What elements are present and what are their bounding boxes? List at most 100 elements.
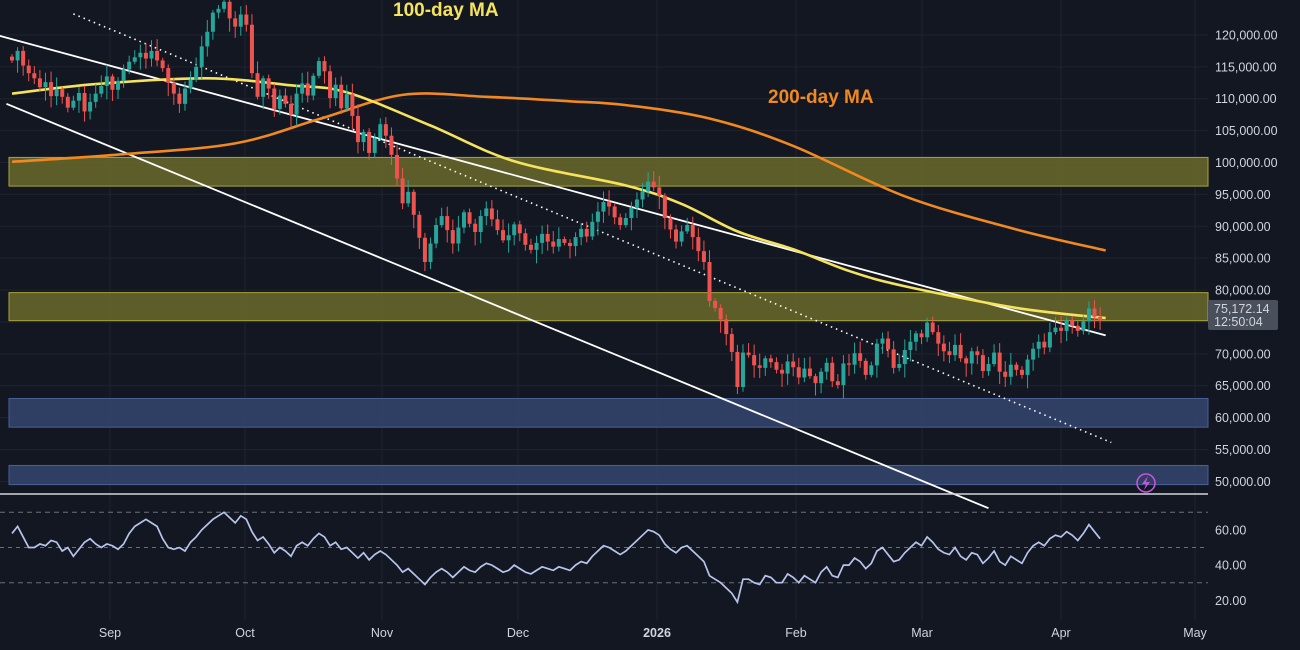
candle-body[interactable]: [82, 92, 87, 112]
candle-body[interactable]: [37, 78, 42, 88]
candle-body[interactable]: [802, 368, 807, 378]
candle-body[interactable]: [1092, 308, 1097, 317]
candle-body[interactable]: [54, 89, 59, 97]
candle-body[interactable]: [277, 95, 282, 109]
candle-body[interactable]: [629, 207, 634, 218]
candle-body[interactable]: [718, 307, 723, 320]
candle-body[interactable]: [93, 93, 98, 102]
candle-body[interactable]: [328, 71, 333, 99]
candle-body[interactable]: [127, 61, 132, 70]
candle-body[interactable]: [517, 224, 522, 234]
candle-body[interactable]: [32, 73, 37, 79]
candle-body[interactable]: [261, 78, 266, 97]
candle-body[interactable]: [1064, 320, 1069, 331]
time-axis-label[interactable]: Mar: [911, 626, 933, 640]
price-axis-label[interactable]: 120,000.00: [1215, 28, 1278, 42]
candle-body[interactable]: [701, 251, 706, 263]
candle-body[interactable]: [941, 343, 946, 352]
candle-body[interactable]: [99, 85, 104, 94]
candle-body[interactable]: [333, 84, 338, 99]
candle-body[interactable]: [690, 225, 695, 238]
candle-body[interactable]: [104, 76, 109, 86]
candle-body[interactable]: [1008, 364, 1013, 377]
candle-body[interactable]: [746, 352, 751, 356]
candle-body[interactable]: [1086, 308, 1091, 322]
price-axis-label[interactable]: 95,000.00: [1215, 188, 1271, 202]
candle-body[interactable]: [205, 31, 210, 47]
candle-body[interactable]: [545, 233, 550, 242]
candle-body[interactable]: [422, 237, 427, 263]
candle-body[interactable]: [350, 94, 355, 116]
candle-body[interactable]: [579, 228, 584, 238]
candle-body[interactable]: [266, 78, 271, 89]
price-tag[interactable]: 75,172.14 12:50:04: [1208, 300, 1278, 330]
candle-body[interactable]: [227, 1, 232, 19]
candle-body[interactable]: [953, 344, 958, 356]
candle-body[interactable]: [26, 65, 31, 74]
candle-body[interactable]: [383, 124, 388, 136]
time-axis-label[interactable]: 2026: [643, 626, 671, 640]
candle-body[interactable]: [166, 68, 171, 83]
price-axis-label[interactable]: 100,000.00: [1215, 156, 1278, 170]
candle-body[interactable]: [523, 233, 528, 245]
candle-body[interactable]: [233, 18, 238, 27]
candle-body[interactable]: [992, 352, 997, 365]
candle-body[interactable]: [540, 233, 545, 243]
candle-body[interactable]: [411, 191, 416, 215]
candle-body[interactable]: [724, 319, 729, 335]
candle-body[interactable]: [406, 191, 411, 204]
candle-body[interactable]: [796, 367, 801, 378]
candle-body[interactable]: [138, 52, 143, 58]
candle-body[interactable]: [389, 135, 394, 155]
price-axis-label[interactable]: 60,000.00: [1215, 411, 1271, 425]
candle-body[interactable]: [958, 344, 963, 359]
candle-body[interactable]: [512, 224, 517, 236]
candle-body[interactable]: [417, 214, 422, 238]
price-axis-label[interactable]: 115,000.00: [1215, 60, 1277, 74]
candle-body[interactable]: [729, 334, 734, 352]
candle-body[interactable]: [980, 355, 985, 372]
candle-body[interactable]: [528, 244, 533, 250]
candle-body[interactable]: [634, 199, 639, 208]
candle-body[interactable]: [434, 225, 439, 244]
candle-body[interactable]: [249, 24, 254, 74]
candle-body[interactable]: [863, 360, 868, 375]
candle-body[interactable]: [210, 12, 215, 32]
candle-body[interactable]: [76, 92, 81, 101]
candle-body[interactable]: [501, 230, 506, 241]
time-axis-label[interactable]: Feb: [785, 626, 807, 640]
price-axis[interactable]: 120,000.00 115,000.00 110,000.00 105,000.00…: [1215, 28, 1278, 488]
candle-body[interactable]: [143, 52, 148, 59]
candle-body[interactable]: [668, 217, 673, 230]
candle-body[interactable]: [573, 237, 578, 247]
candle-body[interactable]: [584, 228, 589, 237]
time-axis-label[interactable]: Apr: [1051, 626, 1070, 640]
candle-body[interactable]: [768, 358, 773, 363]
candle-body[interactable]: [908, 341, 913, 351]
candle-body[interactable]: [662, 195, 667, 218]
rsi-axis-label[interactable]: 60.00: [1215, 523, 1246, 537]
candle-body[interactable]: [294, 93, 299, 115]
candle-body[interactable]: [88, 101, 93, 112]
candle-body[interactable]: [450, 230, 455, 244]
price-axis-label[interactable]: 65,000.00: [1215, 379, 1271, 393]
candle-body[interactable]: [272, 88, 277, 109]
candle-body[interactable]: [378, 124, 383, 139]
price-axis-label[interactable]: 85,000.00: [1215, 252, 1271, 266]
candle-body[interactable]: [880, 338, 885, 344]
candle-body[interactable]: [43, 82, 48, 88]
candle-body[interactable]: [222, 1, 227, 9]
candle-body[interactable]: [891, 349, 896, 368]
candle-body[interactable]: [339, 84, 344, 109]
candle-body[interactable]: [445, 216, 450, 231]
time-axis-label[interactable]: Nov: [371, 626, 394, 640]
candle-body[interactable]: [311, 75, 316, 96]
candle-body[interactable]: [874, 343, 879, 366]
rsi-pane[interactable]: 60.00 40.00 20.00: [0, 511, 1246, 608]
candle-body[interactable]: [657, 187, 662, 196]
candle-body[interactable]: [785, 361, 790, 374]
candle-body[interactable]: [461, 212, 466, 228]
candle-body[interactable]: [975, 351, 980, 356]
candle-body[interactable]: [1098, 316, 1103, 321]
candle-body[interactable]: [456, 227, 461, 244]
